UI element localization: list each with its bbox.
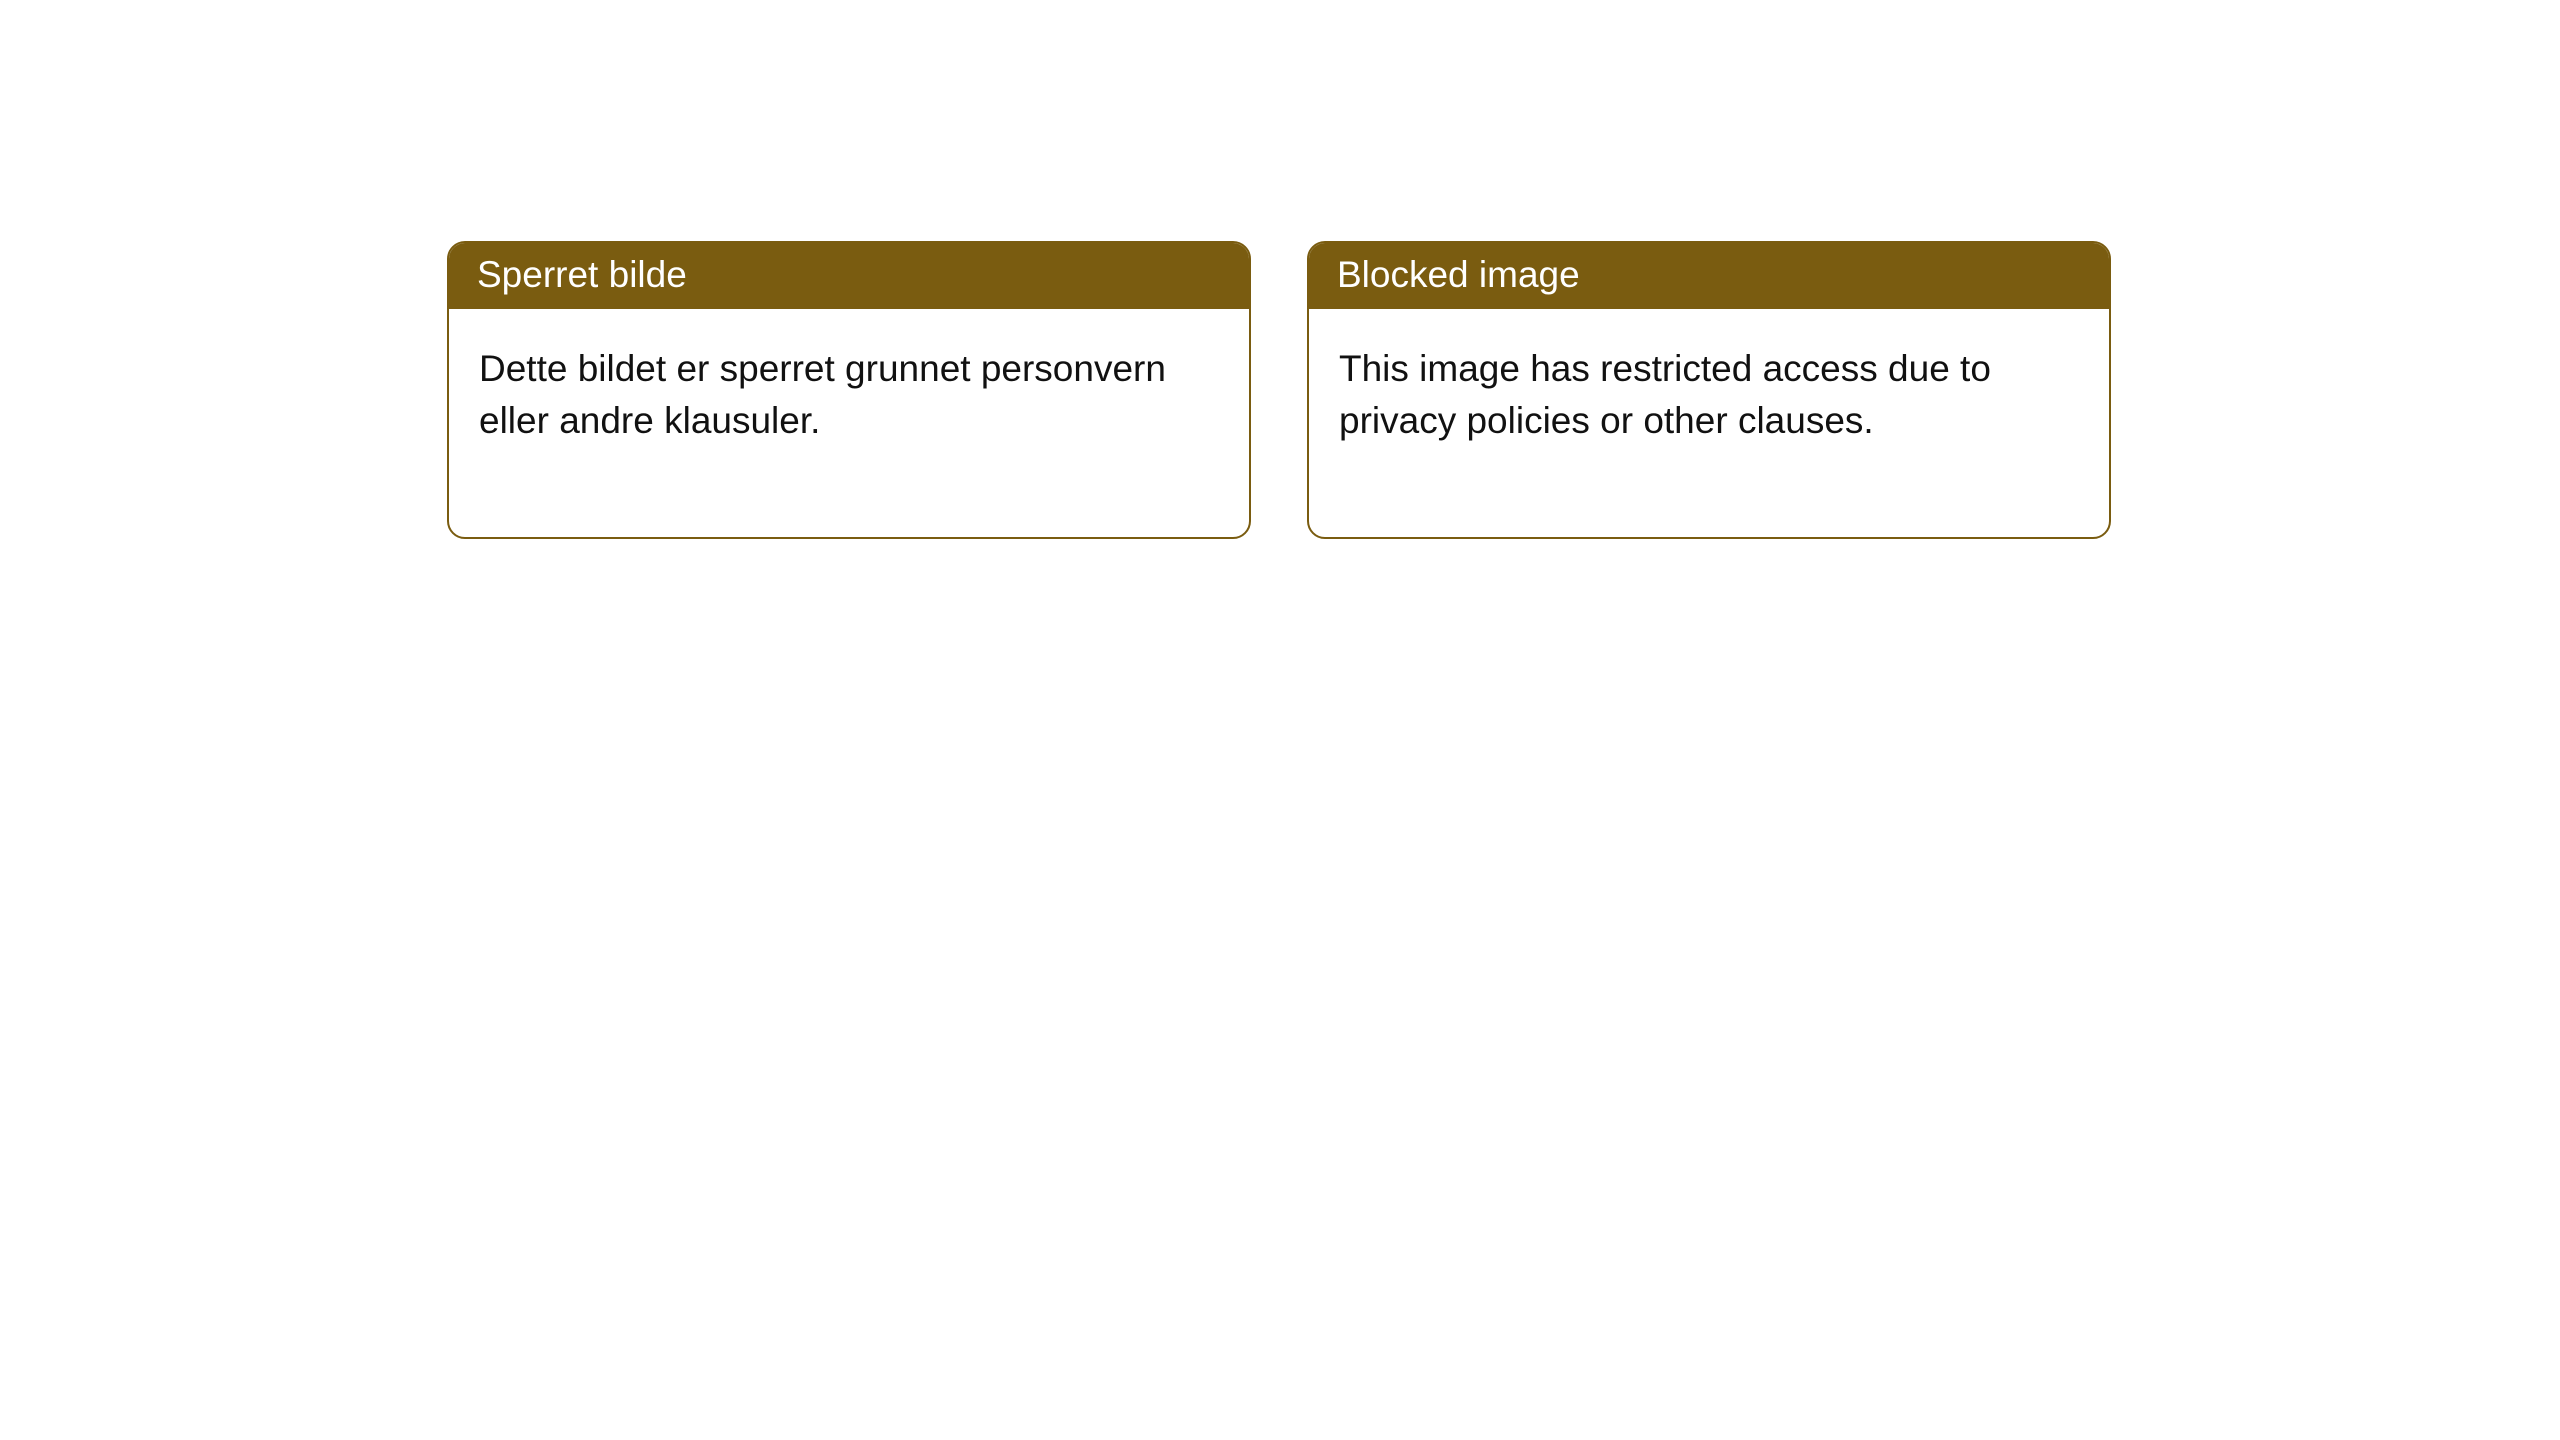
blocked-image-card-norwegian: Sperret bilde Dette bildet er sperret gr… xyxy=(447,241,1251,539)
card-header: Blocked image xyxy=(1309,243,2109,309)
card-header: Sperret bilde xyxy=(449,243,1249,309)
card-body-text: Dette bildet er sperret grunnet personve… xyxy=(449,309,1249,537)
blocked-image-cards-container: Sperret bilde Dette bildet er sperret gr… xyxy=(0,0,2560,539)
card-body-text: This image has restricted access due to … xyxy=(1309,309,2109,537)
blocked-image-card-english: Blocked image This image has restricted … xyxy=(1307,241,2111,539)
